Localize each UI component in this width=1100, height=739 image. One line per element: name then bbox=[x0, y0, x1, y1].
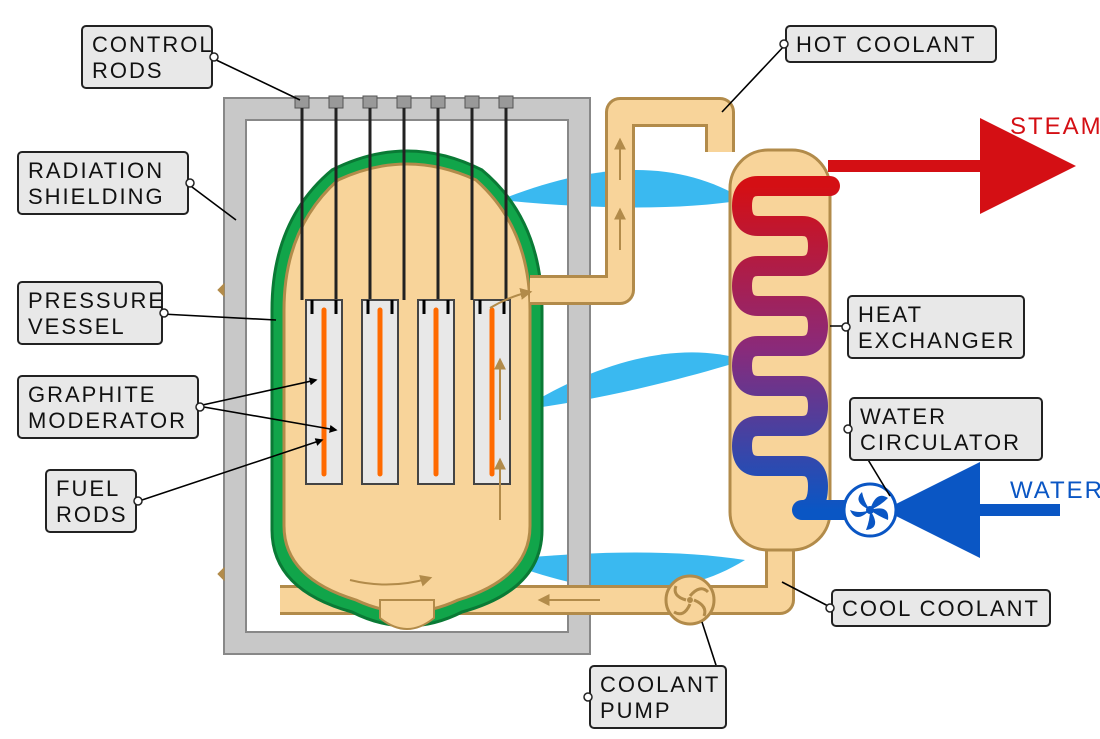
label-text-pressure_vessel-0: PRESSURE bbox=[28, 288, 165, 313]
label-text-cool_coolant-0: COOL COOLANT bbox=[842, 596, 1040, 621]
label-text-water_circulator-1: CIRCULATOR bbox=[860, 430, 1021, 455]
label-coolant_pump: COOLANTPUMP bbox=[584, 666, 726, 728]
label-text-graphite_moderator-0: GRAPHITE bbox=[28, 382, 156, 407]
label-text-hot_coolant-0: HOT COOLANT bbox=[796, 32, 977, 57]
label-radiation_shielding: RADIATIONSHIELDING bbox=[18, 152, 194, 214]
label-text-graphite_moderator-1: MODERATOR bbox=[28, 408, 187, 433]
label-cool_coolant: COOL COOLANT bbox=[826, 590, 1050, 626]
label-text-heat_exchanger-1: EXCHANGER bbox=[858, 328, 1015, 353]
steam-label: STEAM bbox=[1010, 113, 1100, 140]
label-heat_exchanger: HEATEXCHANGER bbox=[842, 296, 1024, 358]
label-text-coolant_pump-0: COOLANT bbox=[600, 672, 720, 697]
label-text-heat_exchanger-0: HEAT bbox=[858, 302, 923, 327]
label-graphite_moderator: GRAPHITEMODERATOR bbox=[18, 376, 204, 438]
label-text-coolant_pump-1: PUMP bbox=[600, 698, 672, 723]
label-text-control_rods-0: CONTROL bbox=[92, 32, 214, 57]
label-text-pressure_vessel-1: VESSEL bbox=[28, 314, 126, 339]
label-text-fuel_rods-0: FUEL bbox=[56, 476, 120, 501]
heat-exchanger bbox=[730, 150, 860, 550]
coolant-pump-icon bbox=[666, 576, 714, 624]
water-label: WATER bbox=[1010, 477, 1100, 504]
label-text-radiation_shielding-0: RADIATION bbox=[28, 158, 164, 183]
label-hot_coolant: HOT COOLANT bbox=[780, 26, 996, 62]
label-text-water_circulator-0: WATER bbox=[860, 404, 947, 429]
label-pressure_vessel: PRESSUREVESSEL bbox=[18, 282, 168, 344]
label-text-radiation_shielding-1: SHIELDING bbox=[28, 184, 165, 209]
label-text-control_rods-1: RODS bbox=[92, 58, 164, 83]
label-text-fuel_rods-1: RODS bbox=[56, 502, 128, 527]
label-fuel_rods: FUELRODS bbox=[46, 470, 142, 532]
label-control_rods: CONTROLRODS bbox=[82, 26, 218, 88]
label-water_circulator: WATERCIRCULATOR bbox=[844, 398, 1042, 460]
